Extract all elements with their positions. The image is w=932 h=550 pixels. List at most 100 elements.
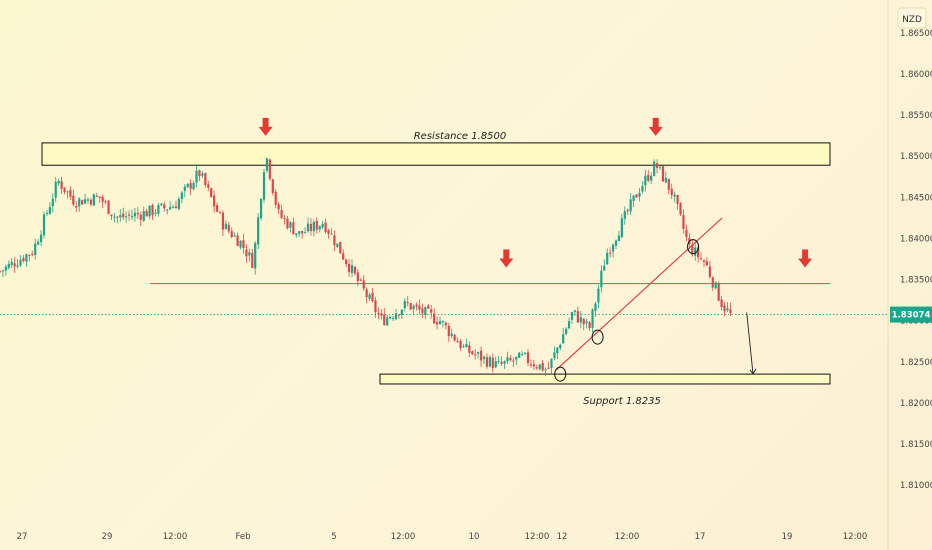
resistance-label: Resistance 1.8500 — [414, 131, 507, 142]
candle-body — [720, 299, 723, 308]
candle-body — [51, 198, 54, 207]
candle-body — [160, 203, 163, 205]
support-zone — [379, 373, 831, 385]
candle-body — [474, 354, 477, 356]
candle-body — [242, 240, 245, 249]
y-tick-label: 1.85000 — [900, 152, 932, 162]
candle-body — [171, 207, 175, 209]
down-arrow-shaft — [503, 249, 510, 260]
candle-body — [195, 170, 198, 183]
candle-body — [394, 313, 398, 320]
x-tick-label: 5 — [331, 532, 336, 542]
candle-body — [163, 204, 166, 209]
candle-body — [283, 217, 286, 219]
candle-body — [213, 195, 216, 207]
candle-body — [702, 260, 706, 262]
candle-body — [204, 173, 207, 186]
resistance-zone — [41, 142, 831, 166]
candle-body — [145, 210, 148, 217]
down-arrow-head — [798, 258, 813, 268]
candle-body — [257, 217, 260, 245]
candle-body — [582, 318, 585, 325]
candle-body — [597, 288, 600, 303]
candle-body — [679, 203, 682, 215]
candle-body — [359, 279, 362, 281]
candle-body — [567, 321, 571, 329]
candle-body — [221, 212, 225, 230]
candle-body — [350, 265, 354, 273]
candle-body — [638, 192, 641, 197]
candle-body — [239, 240, 242, 248]
candle-body — [218, 212, 222, 214]
candle-body — [726, 308, 729, 311]
candle-body — [374, 300, 377, 313]
down-arrow-head — [258, 126, 273, 136]
candle-body — [397, 314, 401, 316]
candle-body — [148, 205, 151, 217]
candle-body — [658, 166, 662, 168]
candle-body — [723, 305, 726, 312]
candle-body — [697, 247, 700, 258]
candle-body — [254, 243, 257, 269]
candle-body — [177, 198, 181, 209]
candle-body — [494, 361, 497, 368]
x-tick-label: 17 — [695, 532, 706, 542]
candle-body — [301, 231, 304, 234]
x-tick-label: 10 — [469, 532, 480, 542]
candle-body — [444, 322, 447, 326]
candle-body — [4, 266, 7, 271]
candle-body — [383, 314, 386, 326]
trend-line — [555, 217, 723, 371]
candle-body — [89, 199, 93, 205]
candle-body — [391, 317, 395, 319]
candle-body — [647, 174, 650, 181]
candle-body — [48, 207, 51, 214]
candle-body — [488, 357, 491, 367]
candle-body — [547, 367, 550, 369]
candle-body — [274, 191, 277, 205]
support-label: Support 1.8235 — [583, 396, 661, 407]
candle-body — [66, 191, 69, 193]
candle-body — [104, 201, 107, 203]
candle-body — [7, 263, 10, 268]
candle-body — [585, 321, 588, 324]
candle-body — [400, 309, 403, 315]
candle-body — [576, 311, 579, 323]
candle-body — [435, 321, 439, 325]
candle-body — [136, 212, 139, 215]
y-tick-label: 1.81500 — [900, 440, 932, 450]
candle-body — [629, 199, 632, 212]
candle-body — [538, 364, 541, 370]
candle-body — [453, 334, 456, 341]
candle-body — [157, 205, 160, 214]
candle-body — [69, 190, 72, 197]
candle-body — [471, 351, 474, 355]
candle-body — [717, 283, 720, 301]
candle-body — [377, 312, 380, 315]
candle-body — [127, 214, 131, 216]
current-price-label: 1.83074 — [892, 311, 931, 321]
down-arrow-icon — [258, 117, 273, 136]
y-tick-label: 1.82000 — [900, 399, 932, 409]
candle-body — [685, 229, 688, 237]
touch-circle — [687, 239, 700, 255]
candle-body — [485, 357, 489, 367]
candle-body — [714, 282, 717, 289]
candle-body — [491, 357, 494, 369]
candle-body — [271, 179, 274, 193]
y-tick-label: 1.86000 — [900, 70, 932, 80]
y-tick-label: 1.81000 — [900, 481, 932, 491]
candle-body — [295, 233, 298, 235]
x-tick-label: 12:00 — [615, 532, 640, 542]
candle-body — [447, 325, 450, 336]
candle-body — [421, 308, 424, 314]
candle-body — [315, 221, 318, 230]
candle-body — [523, 352, 527, 354]
candle-body — [31, 253, 34, 255]
candle-body — [368, 294, 371, 299]
touch-circle — [554, 366, 567, 382]
candle-body — [309, 224, 313, 231]
candle-body — [553, 352, 556, 359]
candle-body — [42, 214, 46, 236]
